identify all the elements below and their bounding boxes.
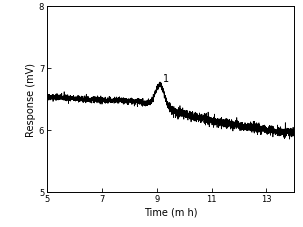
Text: 1: 1 bbox=[163, 74, 169, 84]
Y-axis label: Response (mV): Response (mV) bbox=[26, 62, 36, 136]
X-axis label: Time (m h): Time (m h) bbox=[144, 206, 197, 216]
